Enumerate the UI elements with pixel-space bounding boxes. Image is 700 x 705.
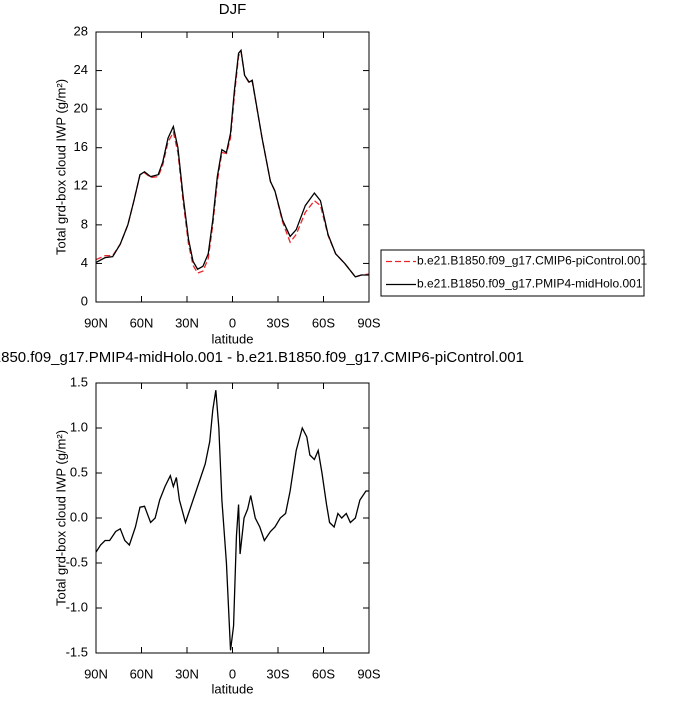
- data-line: [95, 49, 370, 278]
- y-tick-label: -1.5: [66, 644, 88, 659]
- legend-label: b.e21.B1850.f09_g17.CMIP6-piControl.001: [417, 254, 647, 268]
- x-tick-label: 90N: [84, 666, 108, 681]
- y-tick-label: 12: [74, 178, 88, 193]
- y-tick-label: 0: [81, 293, 88, 308]
- chart-title: b.e21.B1850.f09_g17.PMIP4-midHolo.001 - …: [0, 349, 524, 366]
- y-tick-label: 1.5: [70, 374, 88, 389]
- plot-frame: [95, 31, 370, 303]
- data-line: [95, 48, 369, 278]
- legend-label: b.e21.B1850.f09_g17.PMIP4-midHolo.001: [417, 277, 643, 291]
- x-tick-label: 60N: [130, 315, 154, 330]
- y-tick-label: 16: [74, 139, 88, 154]
- x-tick-label: 60S: [312, 666, 335, 681]
- plot-frame: [95, 382, 370, 654]
- chart-title: DJF: [219, 1, 247, 18]
- x-tick-label: 90N: [84, 315, 108, 330]
- y-axis-label: Total grd-box cloud IWP (g/m²): [53, 430, 68, 606]
- y-tick-label: 4: [81, 255, 88, 270]
- data-line: [95, 390, 369, 651]
- x-tick-label: 30N: [175, 315, 199, 330]
- y-tick-label: 24: [74, 62, 88, 77]
- y-tick-label: 8: [81, 216, 88, 231]
- x-tick-label: 60S: [312, 315, 335, 330]
- y-tick-label: 1.0: [70, 419, 88, 434]
- y-tick-label: -0.5: [66, 554, 88, 569]
- legend-box: [380, 249, 645, 297]
- x-tick-label: 30S: [266, 666, 289, 681]
- y-tick-label: 0.0: [70, 509, 88, 524]
- x-tick-label: 0: [229, 666, 236, 681]
- y-axis-label: Total grd-box cloud IWP (g/m²): [53, 79, 68, 255]
- x-axis-label: latitude: [212, 331, 254, 346]
- y-tick-label: 0.5: [70, 464, 88, 479]
- y-tick-label: 20: [74, 101, 88, 116]
- y-tick-label: -1.0: [66, 599, 88, 614]
- x-tick-label: 0: [229, 315, 236, 330]
- x-axis-label: latitude: [212, 681, 254, 696]
- y-tick-label: 28: [74, 23, 88, 38]
- x-tick-label: 60N: [130, 666, 154, 681]
- x-tick-label: 90S: [357, 315, 380, 330]
- x-tick-label: 30S: [266, 315, 289, 330]
- x-tick-label: 30N: [175, 666, 199, 681]
- x-tick-label: 90S: [357, 666, 380, 681]
